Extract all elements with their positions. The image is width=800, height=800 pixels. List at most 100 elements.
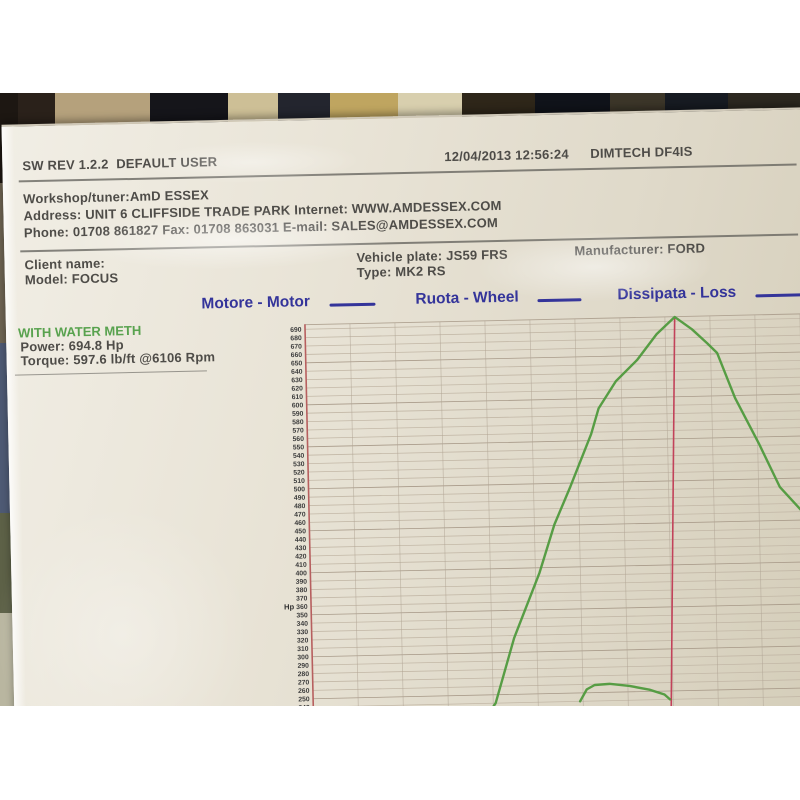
y-tick-label: 470 bbox=[294, 511, 306, 518]
y-gridline bbox=[306, 368, 800, 381]
y-gridline bbox=[311, 595, 800, 607]
y-tick-label: 600 bbox=[292, 402, 304, 409]
legend-item-motor: Motore - Motor bbox=[201, 293, 311, 313]
y-gridline bbox=[312, 645, 800, 658]
model-text: Model: FOCUS bbox=[24, 270, 119, 288]
run-info-rule bbox=[14, 370, 207, 376]
y-tick-label: 420 bbox=[295, 553, 307, 560]
y-tick-label: 400 bbox=[295, 570, 307, 577]
x-gridline bbox=[484, 320, 494, 715]
y-gridline bbox=[305, 326, 800, 339]
curve-motor-power bbox=[488, 315, 800, 713]
y-gridline bbox=[311, 611, 800, 624]
y-gridline bbox=[307, 410, 800, 423]
y-tick-label: 250 bbox=[298, 696, 310, 703]
y-gridline bbox=[308, 477, 800, 490]
legend-item-wheel: Ruota - Wheel bbox=[415, 288, 519, 308]
torque-value-text: Torque: 597.6 lb/ft @6106 Rpm bbox=[20, 349, 216, 369]
y-tick-label: 280 bbox=[298, 671, 310, 678]
y-gridline bbox=[307, 418, 800, 431]
y-tick-label: 560 bbox=[293, 436, 305, 443]
y-gridline bbox=[311, 620, 800, 632]
y-gridline bbox=[308, 469, 800, 481]
y-tick-label: 330 bbox=[297, 629, 309, 636]
y-gridline bbox=[307, 452, 800, 464]
sw-rev-text: SW REV 1.2.2 DEFAULT USER bbox=[22, 154, 218, 174]
y-gridline bbox=[308, 460, 800, 473]
y-gridline bbox=[305, 317, 800, 330]
y-tick-label: 290 bbox=[297, 663, 309, 670]
y-tick-label: 480 bbox=[294, 503, 306, 510]
y-gridline bbox=[307, 427, 800, 439]
y-tick-label: 340 bbox=[297, 621, 309, 628]
x-gridline bbox=[709, 315, 719, 710]
y-gridline bbox=[309, 527, 800, 540]
y-gridline bbox=[309, 519, 800, 532]
legend-line-wheel bbox=[537, 298, 582, 303]
y-tick-label: 430 bbox=[295, 545, 307, 552]
y-gridline bbox=[312, 662, 800, 674]
y-axis-unit-label: Hp bbox=[284, 602, 295, 611]
y-tick-label: 650 bbox=[291, 360, 303, 367]
photo-bottom-margin bbox=[0, 706, 800, 800]
y-tick-label: 300 bbox=[297, 654, 309, 661]
y-tick-label: 690 bbox=[290, 327, 302, 334]
y-gridline bbox=[307, 443, 800, 456]
y-axis-line bbox=[304, 324, 315, 719]
curve-loss bbox=[578, 682, 672, 703]
y-tick-label: 270 bbox=[298, 679, 310, 686]
y-gridline bbox=[312, 670, 800, 683]
y-tick-label: 410 bbox=[295, 562, 307, 569]
y-tick-label: 450 bbox=[295, 528, 307, 535]
y-tick-label: 360 bbox=[296, 604, 308, 611]
y-gridline bbox=[311, 637, 800, 649]
y-gridline bbox=[309, 511, 800, 523]
x-gridline bbox=[529, 319, 539, 714]
y-tick-label: 570 bbox=[292, 427, 304, 434]
y-tick-label: 540 bbox=[293, 453, 305, 460]
y-gridline bbox=[310, 586, 800, 599]
y-tick-label: 660 bbox=[291, 352, 303, 359]
x-gridline bbox=[574, 318, 584, 713]
y-tick-label: 520 bbox=[293, 469, 305, 476]
y-gridline bbox=[311, 603, 800, 616]
y-tick-label: 310 bbox=[297, 646, 309, 653]
vehicle-type-text: Type: MK2 RS bbox=[356, 263, 446, 281]
y-gridline bbox=[309, 536, 800, 548]
y-gridline bbox=[306, 393, 800, 406]
y-tick-label: 630 bbox=[291, 377, 303, 384]
x-gridline bbox=[619, 317, 629, 712]
y-gridline bbox=[305, 351, 800, 364]
y-gridline bbox=[309, 502, 800, 515]
legend-line-loss bbox=[755, 293, 800, 298]
y-tick-label: 370 bbox=[296, 595, 308, 602]
y-gridline bbox=[306, 401, 800, 414]
y-tick-label: 670 bbox=[291, 343, 303, 350]
y-tick-label: 350 bbox=[296, 612, 308, 619]
y-tick-label: 440 bbox=[295, 537, 307, 544]
y-gridline bbox=[312, 679, 800, 691]
y-tick-label: 530 bbox=[293, 461, 305, 468]
y-tick-label: 490 bbox=[294, 495, 306, 502]
y-gridline bbox=[306, 376, 800, 389]
dyno-printout-paper: SW REV 1.2.2 DEFAULT USER 12/04/2013 12:… bbox=[0, 107, 800, 768]
y-gridline bbox=[305, 343, 800, 355]
y-gridline bbox=[313, 695, 800, 708]
y-tick-label: 260 bbox=[298, 688, 310, 695]
y-gridline bbox=[306, 385, 800, 397]
x-gridline bbox=[754, 314, 764, 709]
y-gridline bbox=[309, 544, 800, 557]
y-gridline bbox=[307, 435, 800, 448]
client-name-label: Client name: bbox=[24, 255, 106, 273]
y-tick-label: 320 bbox=[297, 637, 309, 644]
x-gridline bbox=[394, 322, 404, 717]
y-gridline bbox=[312, 653, 800, 666]
y-tick-label: 620 bbox=[291, 385, 303, 392]
y-gridline bbox=[305, 334, 800, 347]
peak-marker-line bbox=[670, 318, 676, 711]
y-tick-label: 550 bbox=[293, 444, 305, 451]
y-tick-label: 680 bbox=[290, 335, 302, 342]
datetime-text: 12/04/2013 12:56:24 bbox=[444, 146, 569, 165]
y-tick-label: 380 bbox=[296, 587, 308, 594]
